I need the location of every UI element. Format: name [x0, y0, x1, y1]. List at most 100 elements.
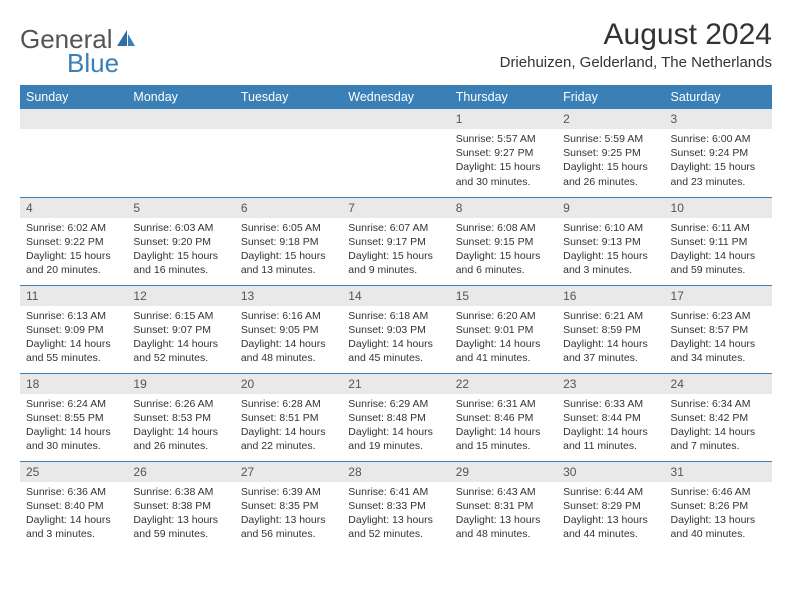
day-details: Sunrise: 6:44 AMSunset: 8:29 PMDaylight:…: [557, 485, 664, 542]
day-details: Sunrise: 6:34 AMSunset: 8:42 PMDaylight:…: [665, 397, 772, 454]
sunrise-text: Sunrise: 6:20 AM: [456, 309, 551, 323]
calendar-week-row: 25Sunrise: 6:36 AMSunset: 8:40 PMDayligh…: [20, 461, 772, 549]
sunset-text: Sunset: 8:33 PM: [348, 499, 443, 513]
calendar-day-cell: 27Sunrise: 6:39 AMSunset: 8:35 PMDayligh…: [235, 461, 342, 549]
calendar-day-cell: 13Sunrise: 6:16 AMSunset: 9:05 PMDayligh…: [235, 285, 342, 373]
day-number: 19: [127, 374, 234, 394]
day-details: Sunrise: 6:20 AMSunset: 9:01 PMDaylight:…: [450, 309, 557, 366]
calendar-day-cell: 28Sunrise: 6:41 AMSunset: 8:33 PMDayligh…: [342, 461, 449, 549]
sunset-text: Sunset: 9:20 PM: [133, 235, 228, 249]
day-number: [20, 109, 127, 129]
daylight-text: Daylight: 14 hours and 48 minutes.: [241, 337, 336, 365]
calendar-day-cell: 4Sunrise: 6:02 AMSunset: 9:22 PMDaylight…: [20, 197, 127, 285]
day-details: Sunrise: 6:29 AMSunset: 8:48 PMDaylight:…: [342, 397, 449, 454]
sunset-text: Sunset: 9:22 PM: [26, 235, 121, 249]
sunrise-text: Sunrise: 6:02 AM: [26, 221, 121, 235]
daylight-text: Daylight: 14 hours and 41 minutes.: [456, 337, 551, 365]
calendar-day-cell: 18Sunrise: 6:24 AMSunset: 8:55 PMDayligh…: [20, 373, 127, 461]
daylight-text: Daylight: 13 hours and 52 minutes.: [348, 513, 443, 541]
calendar-day-cell: [342, 109, 449, 197]
day-number: 29: [450, 462, 557, 482]
day-number: 8: [450, 198, 557, 218]
day-details: Sunrise: 6:10 AMSunset: 9:13 PMDaylight:…: [557, 221, 664, 278]
sunset-text: Sunset: 8:26 PM: [671, 499, 766, 513]
sunset-text: Sunset: 9:03 PM: [348, 323, 443, 337]
day-details: Sunrise: 6:16 AMSunset: 9:05 PMDaylight:…: [235, 309, 342, 366]
sunset-text: Sunset: 9:18 PM: [241, 235, 336, 249]
day-number: 7: [342, 198, 449, 218]
weekday-header: Thursday: [450, 85, 557, 109]
sunset-text: Sunset: 8:29 PM: [563, 499, 658, 513]
calendar-day-cell: 21 Sunrise: 6:29 AMSunset: 8:48 PMDayligh…: [342, 373, 449, 461]
sunset-text: Sunset: 8:53 PM: [133, 411, 228, 425]
day-number: 27: [235, 462, 342, 482]
daylight-text: Daylight: 15 hours and 16 minutes.: [133, 249, 228, 277]
sunrise-text: Sunrise: 6:13 AM: [26, 309, 121, 323]
day-number: 9: [557, 198, 664, 218]
sunset-text: Sunset: 9:17 PM: [348, 235, 443, 249]
top-bar: General August 2024 Driehuizen, Gelderla…: [20, 18, 772, 77]
daylight-text: Daylight: 15 hours and 9 minutes.: [348, 249, 443, 277]
daylight-text: Daylight: 15 hours and 26 minutes.: [563, 160, 658, 188]
sunrise-text: Sunrise: 6:44 AM: [563, 485, 658, 499]
sunset-text: Sunset: 8:35 PM: [241, 499, 336, 513]
daylight-text: Daylight: 14 hours and 22 minutes.: [241, 425, 336, 453]
sunset-text: Sunset: 8:51 PM: [241, 411, 336, 425]
sunrise-text: Sunrise: 5:59 AM: [563, 132, 658, 146]
calendar-day-cell: [235, 109, 342, 197]
sunrise-text: Sunrise: 6:10 AM: [563, 221, 658, 235]
daylight-text: Daylight: 13 hours and 40 minutes.: [671, 513, 766, 541]
calendar-day-cell: 19 Sunrise: 6:26 AMSunset: 8:53 PMDayligh…: [127, 373, 234, 461]
day-number: 26: [127, 462, 234, 482]
calendar-day-cell: 15 Sunrise: 6:20 AMSunset: 9:01 PMDayligh…: [450, 285, 557, 373]
day-number: 18: [20, 374, 127, 394]
calendar-day-cell: 31Sunrise: 6:46 AMSunset: 8:26 PMDayligh…: [665, 461, 772, 549]
day-number: 21: [342, 374, 449, 394]
calendar-table: Sunday Monday Tuesday Wednesday Thursday…: [20, 85, 772, 549]
sunset-text: Sunset: 9:07 PM: [133, 323, 228, 337]
sunset-text: Sunset: 9:27 PM: [456, 146, 551, 160]
day-number: 1: [450, 109, 557, 129]
sunrise-text: Sunrise: 6:33 AM: [563, 397, 658, 411]
calendar-week-row: 11Sunrise: 6:13 AMSunset: 9:09 PMDayligh…: [20, 285, 772, 373]
day-details: Sunrise: 6:05 AMSunset: 9:18 PMDaylight:…: [235, 221, 342, 278]
sunrise-text: Sunrise: 6:00 AM: [671, 132, 766, 146]
calendar-day-cell: [127, 109, 234, 197]
day-number: 5: [127, 198, 234, 218]
calendar-day-cell: 7 Sunrise: 6:07 AMSunset: 9:17 PMDaylight…: [342, 197, 449, 285]
daylight-text: Daylight: 14 hours and 26 minutes.: [133, 425, 228, 453]
day-number: 15: [450, 286, 557, 306]
day-details: Sunrise: 6:15 AMSunset: 9:07 PMDaylight:…: [127, 309, 234, 366]
day-details: Sunrise: 6:07 AMSunset: 9:17 PMDaylight:…: [342, 221, 449, 278]
sunrise-text: Sunrise: 6:24 AM: [26, 397, 121, 411]
sunrise-text: Sunrise: 6:03 AM: [133, 221, 228, 235]
sunset-text: Sunset: 9:15 PM: [456, 235, 551, 249]
sunset-text: Sunset: 9:01 PM: [456, 323, 551, 337]
daylight-text: Daylight: 15 hours and 13 minutes.: [241, 249, 336, 277]
calendar-day-cell: 2Sunrise: 5:59 AMSunset: 9:25 PMDaylight…: [557, 109, 664, 197]
weekday-header: Monday: [127, 85, 234, 109]
day-number: 23: [557, 374, 664, 394]
day-details: Sunrise: 6:08 AMSunset: 9:15 PMDaylight:…: [450, 221, 557, 278]
day-details: Sunrise: 6:26 AMSunset: 8:53 PMDaylight:…: [127, 397, 234, 454]
sunrise-text: Sunrise: 6:31 AM: [456, 397, 551, 411]
weekday-header: Tuesday: [235, 85, 342, 109]
weekday-header: Friday: [557, 85, 664, 109]
day-number: 30: [557, 462, 664, 482]
day-details: Sunrise: 6:00 AMSunset: 9:24 PMDaylight:…: [665, 132, 772, 189]
calendar-day-cell: [20, 109, 127, 197]
day-number: 3: [665, 109, 772, 129]
daylight-text: Daylight: 13 hours and 56 minutes.: [241, 513, 336, 541]
calendar-day-cell: 12Sunrise: 6:15 AMSunset: 9:07 PMDayligh…: [127, 285, 234, 373]
sunset-text: Sunset: 8:38 PM: [133, 499, 228, 513]
sunset-text: Sunset: 8:42 PM: [671, 411, 766, 425]
daylight-text: Daylight: 14 hours and 7 minutes.: [671, 425, 766, 453]
sunrise-text: Sunrise: 6:16 AM: [241, 309, 336, 323]
day-number: 2: [557, 109, 664, 129]
sunrise-text: Sunrise: 6:11 AM: [671, 221, 766, 235]
daylight-text: Daylight: 14 hours and 15 minutes.: [456, 425, 551, 453]
daylight-text: Daylight: 14 hours and 37 minutes.: [563, 337, 658, 365]
daylight-text: Daylight: 15 hours and 3 minutes.: [563, 249, 658, 277]
calendar-day-cell: 20Sunrise: 6:28 AMSunset: 8:51 PMDayligh…: [235, 373, 342, 461]
sunset-text: Sunset: 8:55 PM: [26, 411, 121, 425]
